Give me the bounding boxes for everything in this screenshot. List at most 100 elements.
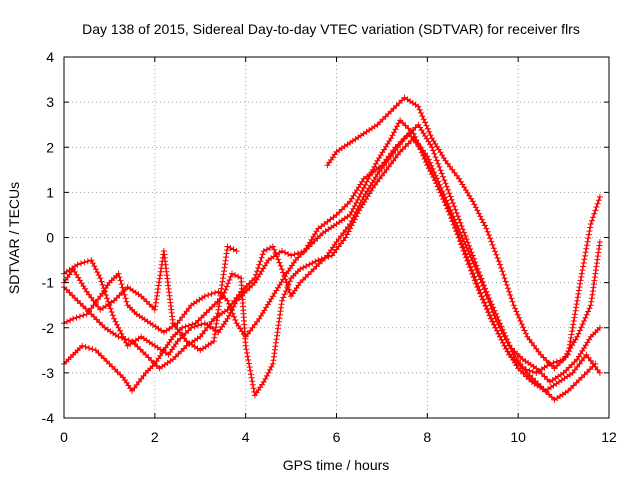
- data-point: [259, 251, 266, 258]
- data-point: [298, 251, 305, 258]
- data-point: [433, 175, 440, 182]
- data-point: [393, 102, 400, 109]
- data-point: [281, 291, 288, 298]
- data-point: [546, 359, 552, 366]
- data-point: [565, 351, 572, 358]
- data-point: [491, 312, 498, 319]
- data-point: [589, 363, 596, 370]
- data-point: [506, 342, 513, 349]
- data-point: [265, 369, 272, 376]
- data-point: [402, 143, 409, 150]
- data-point: [548, 362, 555, 369]
- data-point: [576, 360, 583, 367]
- data-point: [229, 310, 236, 317]
- data-point: [303, 263, 310, 270]
- series-track-5: [61, 243, 240, 354]
- data-point: [382, 113, 389, 120]
- data-point: [316, 260, 323, 267]
- data-point: [438, 170, 445, 177]
- data-point: [443, 197, 450, 204]
- data-point: [596, 239, 603, 245]
- data-point: [507, 292, 514, 298]
- data-point: [71, 295, 78, 301]
- data-point: [455, 225, 462, 232]
- data-point: [576, 327, 583, 334]
- series-track-4: [61, 135, 603, 399]
- data-point: [91, 263, 98, 270]
- data-point: [396, 100, 403, 106]
- data-point: [592, 360, 599, 367]
- data-point: [314, 235, 321, 242]
- data-point: [570, 321, 577, 328]
- data-point: [123, 298, 130, 305]
- y-axis-title: SDTVAR / TECUs: [6, 182, 22, 294]
- x-tick-label: 8: [423, 429, 431, 445]
- y-tick-label: 4: [46, 49, 54, 65]
- data-point: [354, 210, 361, 217]
- data-point: [205, 292, 212, 298]
- data-point: [446, 203, 453, 210]
- data-point: [399, 119, 406, 126]
- data-point: [408, 128, 414, 134]
- data-point: [64, 318, 70, 325]
- data-point: [502, 278, 509, 285]
- data-point: [218, 282, 225, 289]
- data-point: [308, 268, 315, 275]
- data-point: [471, 201, 478, 208]
- data-point: [481, 286, 488, 293]
- data-point: [499, 268, 506, 275]
- data-point: [245, 360, 252, 367]
- data-point: [116, 292, 123, 299]
- data-point: [235, 291, 242, 298]
- data-point: [583, 242, 590, 249]
- data-point: [490, 309, 496, 316]
- data-point: [487, 235, 494, 242]
- data-point: [520, 370, 527, 377]
- data-point: [514, 350, 521, 357]
- data-point: [568, 331, 575, 338]
- data-point: [593, 204, 600, 210]
- data-point: [508, 295, 515, 302]
- data-point: [557, 359, 563, 366]
- data-point: [282, 249, 288, 256]
- data-point: [431, 169, 438, 176]
- data-point: [442, 180, 449, 187]
- data-point: [91, 313, 97, 320]
- data-point: [428, 162, 435, 169]
- data-point: [594, 200, 601, 207]
- data-point: [81, 259, 88, 266]
- data-point: [223, 283, 230, 290]
- data-point: [247, 371, 254, 378]
- data-point: [582, 314, 589, 321]
- data-point: [390, 105, 397, 112]
- data-point: [93, 316, 100, 323]
- data-point: [452, 219, 459, 226]
- data-point: [585, 308, 592, 315]
- data-point: [548, 394, 555, 401]
- data-point: [224, 243, 231, 250]
- data-point: [486, 299, 493, 306]
- data-point: [172, 353, 179, 360]
- data-point: [317, 232, 324, 239]
- data-point: [249, 277, 255, 284]
- data-point: [95, 272, 102, 279]
- data-point: [581, 256, 588, 263]
- data-point: [121, 286, 128, 293]
- data-point: [582, 252, 588, 259]
- data-point: [104, 295, 111, 302]
- data-point: [122, 295, 129, 302]
- data-point: [589, 291, 596, 298]
- data-point: [517, 362, 523, 369]
- data-point: [418, 110, 424, 116]
- data-point: [247, 367, 254, 374]
- data-point: [567, 385, 574, 392]
- data-point: [238, 288, 245, 295]
- data-point: [109, 363, 116, 370]
- data-point: [374, 121, 381, 128]
- data-point: [485, 296, 491, 302]
- data-point: [204, 324, 211, 331]
- data-point: [67, 317, 74, 324]
- data-point: [478, 279, 485, 286]
- data-point: [497, 261, 503, 268]
- data-point: [63, 286, 70, 293]
